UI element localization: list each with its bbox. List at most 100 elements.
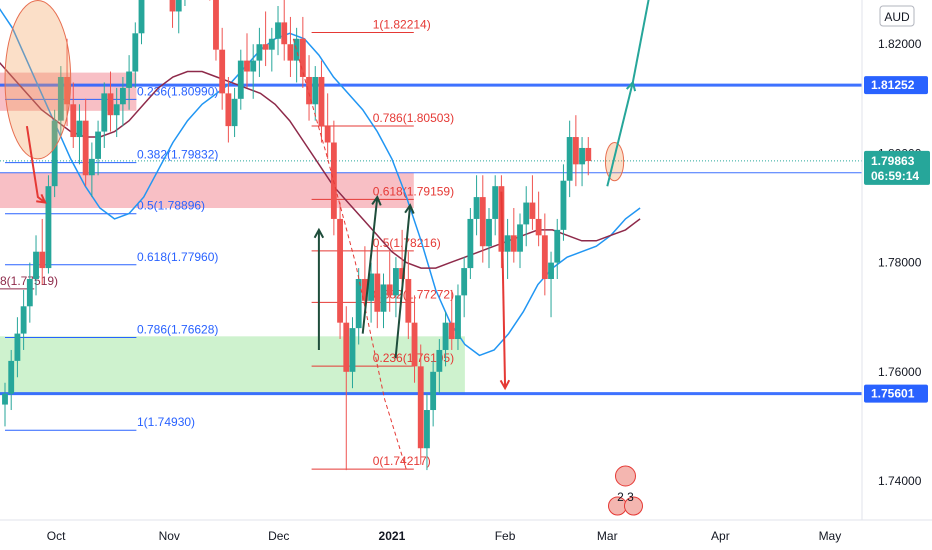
arrow-head-4 bbox=[499, 379, 511, 391]
event-badge-0[interactable]: 2 3 bbox=[608, 465, 643, 516]
candle bbox=[76, 104, 83, 165]
candle-body bbox=[20, 306, 27, 334]
time-axis-background bbox=[0, 520, 932, 550]
candle-body bbox=[405, 278, 412, 323]
candle-body bbox=[64, 76, 70, 105]
event-flag-icon bbox=[615, 465, 636, 487]
candle-body bbox=[169, 0, 176, 12]
candle-body bbox=[281, 22, 288, 45]
candle-body bbox=[95, 131, 101, 159]
candle bbox=[411, 295, 418, 383]
candle-body bbox=[113, 104, 120, 116]
candle-body bbox=[312, 76, 319, 105]
candle bbox=[299, 16, 306, 88]
candle bbox=[250, 44, 257, 99]
price-tick-label: 1.82000 bbox=[878, 37, 922, 51]
candle bbox=[33, 235, 39, 296]
candle bbox=[529, 175, 536, 230]
candle bbox=[132, 22, 139, 88]
candle-body bbox=[33, 251, 39, 279]
events-layer[interactable]: 2 3 bbox=[608, 465, 643, 516]
candle-body bbox=[14, 333, 21, 361]
price-tick-label: 1.78000 bbox=[878, 256, 922, 270]
candle-body bbox=[244, 60, 250, 72]
candle bbox=[256, 27, 263, 77]
time-axis[interactable] bbox=[0, 519, 932, 550]
candle-body bbox=[560, 180, 567, 230]
arrow-3 bbox=[25, 125, 46, 204]
time-tick-label: Feb bbox=[495, 529, 516, 543]
candle-body bbox=[299, 38, 306, 77]
zone-1 bbox=[0, 172, 414, 209]
candle bbox=[237, 49, 244, 110]
candle bbox=[51, 109, 58, 198]
candle bbox=[572, 115, 579, 187]
arrow-head-3 bbox=[36, 193, 47, 204]
candle-body bbox=[566, 137, 573, 181]
candle-body bbox=[39, 251, 46, 269]
candle-body bbox=[467, 218, 474, 269]
last-price-badge-box bbox=[864, 150, 930, 185]
candle bbox=[244, 33, 250, 88]
candle bbox=[45, 175, 52, 274]
time-tick-label: Oct bbox=[47, 529, 66, 543]
candle-body bbox=[88, 158, 95, 176]
candle-body bbox=[107, 93, 114, 116]
currency-badge[interactable]: AUD bbox=[879, 5, 915, 27]
price-level-badge-6: 1.75601 bbox=[864, 384, 928, 403]
candle bbox=[39, 218, 46, 285]
candle-body bbox=[225, 93, 232, 127]
candle-body bbox=[82, 120, 89, 176]
arrow-1 bbox=[361, 196, 379, 334]
candle-body bbox=[175, 0, 182, 12]
candle-body bbox=[486, 218, 492, 247]
fib-left-label-7: 0.786(1.76628) bbox=[137, 323, 218, 337]
candle-body bbox=[293, 38, 300, 61]
arrow-6 bbox=[631, 0, 650, 83]
candle bbox=[14, 317, 21, 378]
candle bbox=[548, 251, 554, 318]
candle bbox=[349, 317, 356, 389]
candle bbox=[213, 0, 219, 61]
price-tick-label: 1.76000 bbox=[878, 365, 922, 379]
fib-right-label-2: 0.786(1.80503) bbox=[373, 111, 454, 125]
candle bbox=[107, 71, 114, 132]
candle-body bbox=[101, 93, 108, 132]
candle bbox=[138, 0, 145, 45]
currency-badge-box bbox=[879, 5, 915, 27]
candle-body bbox=[473, 197, 480, 219]
candle-body bbox=[492, 186, 499, 219]
annotations-layer bbox=[4, 0, 650, 471]
candle bbox=[169, 0, 176, 28]
candle bbox=[70, 82, 77, 148]
event-count-label: 2 3 bbox=[617, 490, 634, 504]
price-level-badge-box bbox=[864, 384, 928, 403]
price-level-badge-box bbox=[864, 76, 928, 95]
currency-label: AUD bbox=[884, 10, 910, 24]
candle-body bbox=[119, 87, 126, 105]
candle bbox=[337, 202, 343, 340]
candle bbox=[374, 246, 381, 329]
candle-body bbox=[219, 49, 226, 94]
time-tick-label: Nov bbox=[159, 529, 180, 543]
arrow-head-1 bbox=[371, 195, 382, 206]
candle-body bbox=[380, 284, 387, 312]
candle-body bbox=[386, 284, 393, 296]
candle bbox=[281, 0, 288, 61]
candle bbox=[479, 175, 486, 263]
arrow-head-2 bbox=[313, 227, 325, 239]
candle bbox=[535, 191, 542, 247]
price-level-badge-label: 1.81252 bbox=[871, 78, 915, 92]
candle-body bbox=[424, 410, 430, 449]
candle-body bbox=[57, 76, 64, 121]
candle-body bbox=[585, 147, 592, 162]
candle bbox=[82, 98, 89, 187]
candle-body bbox=[554, 229, 561, 263]
candle bbox=[312, 66, 319, 121]
candle-body bbox=[337, 218, 343, 323]
candle-body bbox=[287, 44, 294, 61]
candle-body bbox=[262, 44, 269, 50]
candle-body bbox=[417, 366, 424, 449]
